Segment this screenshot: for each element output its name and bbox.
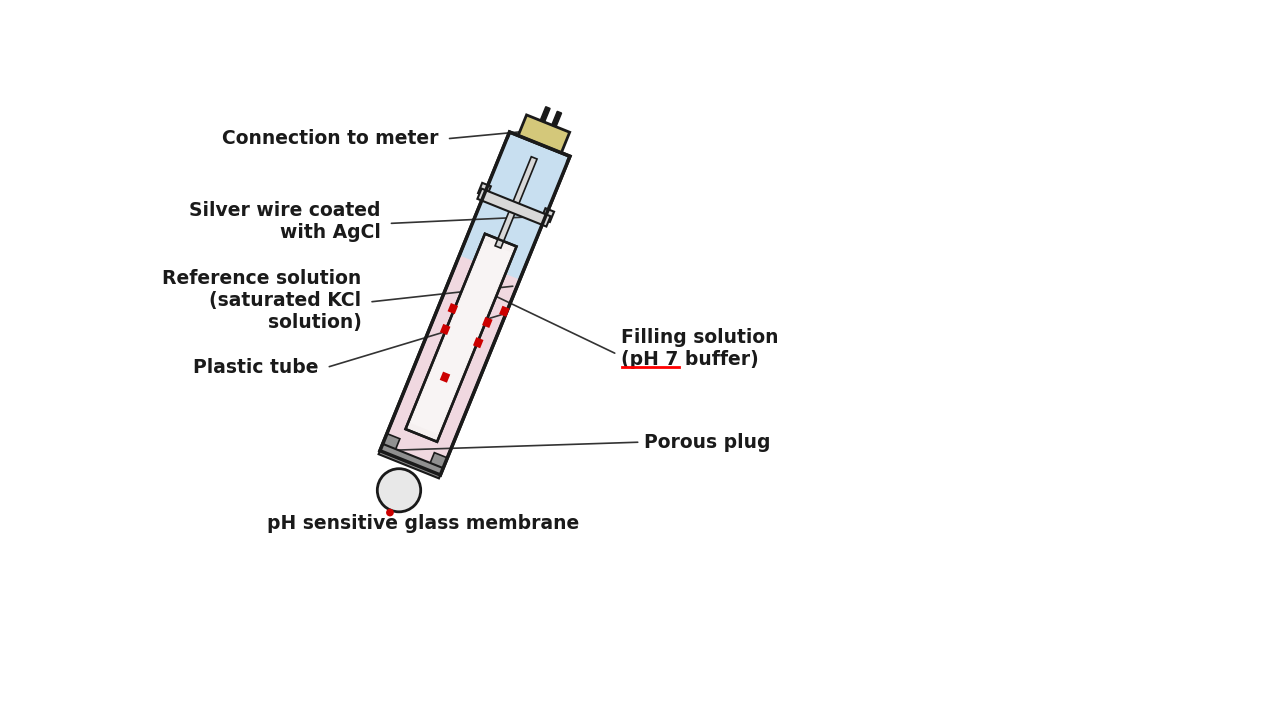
Polygon shape <box>380 433 399 456</box>
Text: pH sensitive glass membrane: pH sensitive glass membrane <box>268 514 580 534</box>
Polygon shape <box>552 112 562 127</box>
Polygon shape <box>458 140 566 286</box>
Polygon shape <box>518 115 570 153</box>
Circle shape <box>387 509 394 516</box>
Polygon shape <box>428 453 447 475</box>
Text: Plastic tube: Plastic tube <box>193 358 319 377</box>
Polygon shape <box>440 372 451 383</box>
Polygon shape <box>499 306 509 317</box>
Polygon shape <box>477 183 490 197</box>
Polygon shape <box>477 189 550 227</box>
Text: Filling solution
(pH 7 buffer): Filling solution (pH 7 buffer) <box>621 328 778 369</box>
Polygon shape <box>406 234 517 442</box>
Polygon shape <box>470 140 521 240</box>
Polygon shape <box>483 317 493 328</box>
Text: Reference solution
(saturated KCl
solution): Reference solution (saturated KCl soluti… <box>163 269 361 332</box>
Polygon shape <box>440 324 451 335</box>
Text: Porous plug: Porous plug <box>644 433 771 451</box>
Polygon shape <box>411 241 512 434</box>
Text: Silver wire coated
with AgCl: Silver wire coated with AgCl <box>189 201 381 242</box>
Polygon shape <box>471 140 566 253</box>
Polygon shape <box>474 337 484 348</box>
Polygon shape <box>383 256 518 471</box>
Polygon shape <box>448 303 458 314</box>
Text: Connection to meter: Connection to meter <box>223 130 439 148</box>
Polygon shape <box>495 157 538 248</box>
Polygon shape <box>540 107 550 122</box>
Polygon shape <box>380 132 570 475</box>
Circle shape <box>378 469 421 512</box>
Polygon shape <box>541 208 554 222</box>
Polygon shape <box>513 158 566 258</box>
Polygon shape <box>379 444 443 478</box>
